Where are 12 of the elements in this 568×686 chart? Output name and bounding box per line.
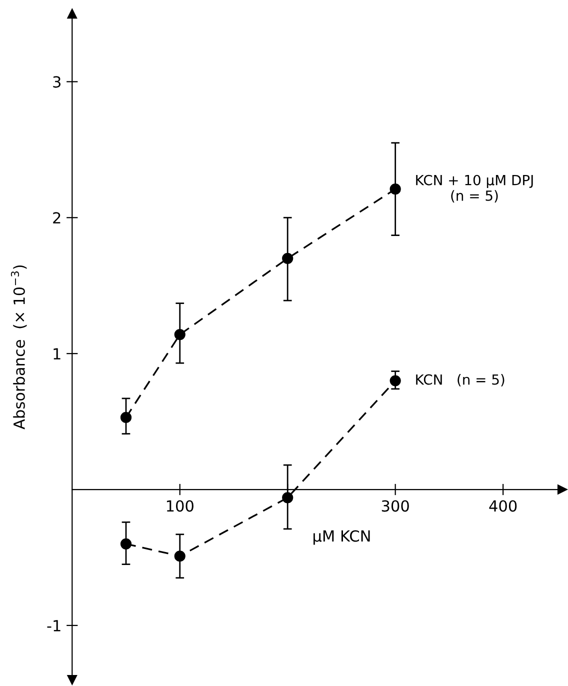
x-tick-label: 100 [166,500,194,512]
point [120,412,132,424]
x-tick-label: 400 [489,500,517,512]
y-axis-title: Absorbance (× 10$^{−3}$) [10,265,27,430]
y-tick-label: -1 [47,620,60,632]
y-tick-label: 2 [53,212,60,224]
y-tick-label: 3 [53,76,60,88]
series-label: KCN + 10 µM DPJ (n = 5) [416,174,533,203]
y-tick-label: 1 [54,348,60,360]
x-axis-title: µM KCN [314,530,370,545]
x-tick-label: 300 [382,500,409,512]
series-label: KCN (n = 5) [416,374,504,386]
